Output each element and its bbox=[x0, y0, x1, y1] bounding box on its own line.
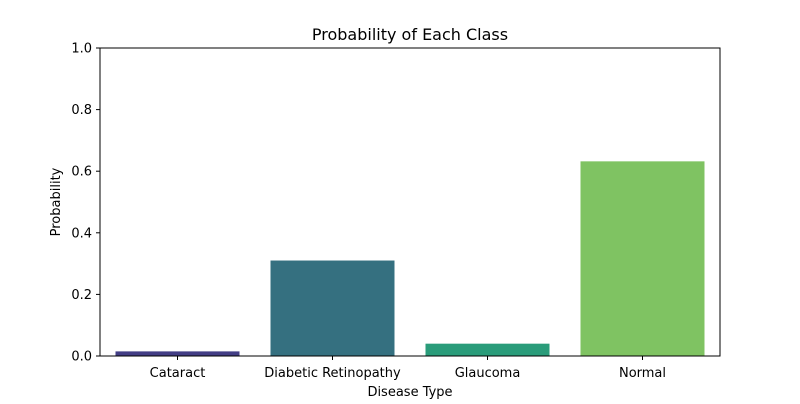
bars-layer bbox=[115, 161, 705, 356]
y-tick-label: 1.0 bbox=[71, 42, 92, 57]
bar-diabetic-retinopathy bbox=[270, 260, 395, 356]
y-tick-label: 0.0 bbox=[71, 350, 92, 365]
y-tick-label: 0.6 bbox=[71, 165, 92, 180]
y-tick-label: 0.2 bbox=[71, 288, 92, 303]
plot-frame bbox=[99, 47, 721, 357]
y-axis-label: Probability bbox=[49, 167, 64, 236]
x-tick-label: Glaucoma bbox=[455, 366, 521, 381]
x-tick-label: Cataract bbox=[150, 366, 206, 381]
x-axis-label: Disease Type bbox=[367, 385, 452, 400]
y-tick-label: 0.8 bbox=[71, 103, 92, 118]
y-tick-label: 0.4 bbox=[71, 226, 92, 241]
bar-glaucoma bbox=[425, 343, 550, 356]
bar-cataract bbox=[115, 351, 240, 356]
chart-title: Probability of Each Class bbox=[312, 25, 508, 44]
x-ticks-layer: Cataract Diabetic Retinopathy Glaucoma Norm… bbox=[150, 356, 666, 381]
bar-normal bbox=[580, 161, 705, 356]
x-tick-label: Diabetic Retinopathy bbox=[264, 366, 401, 381]
x-tick-label: Normal bbox=[619, 366, 666, 381]
y-ticks-layer: 0.0 0.2 0.4 0.6 0.8 1.0 bbox=[71, 42, 100, 365]
